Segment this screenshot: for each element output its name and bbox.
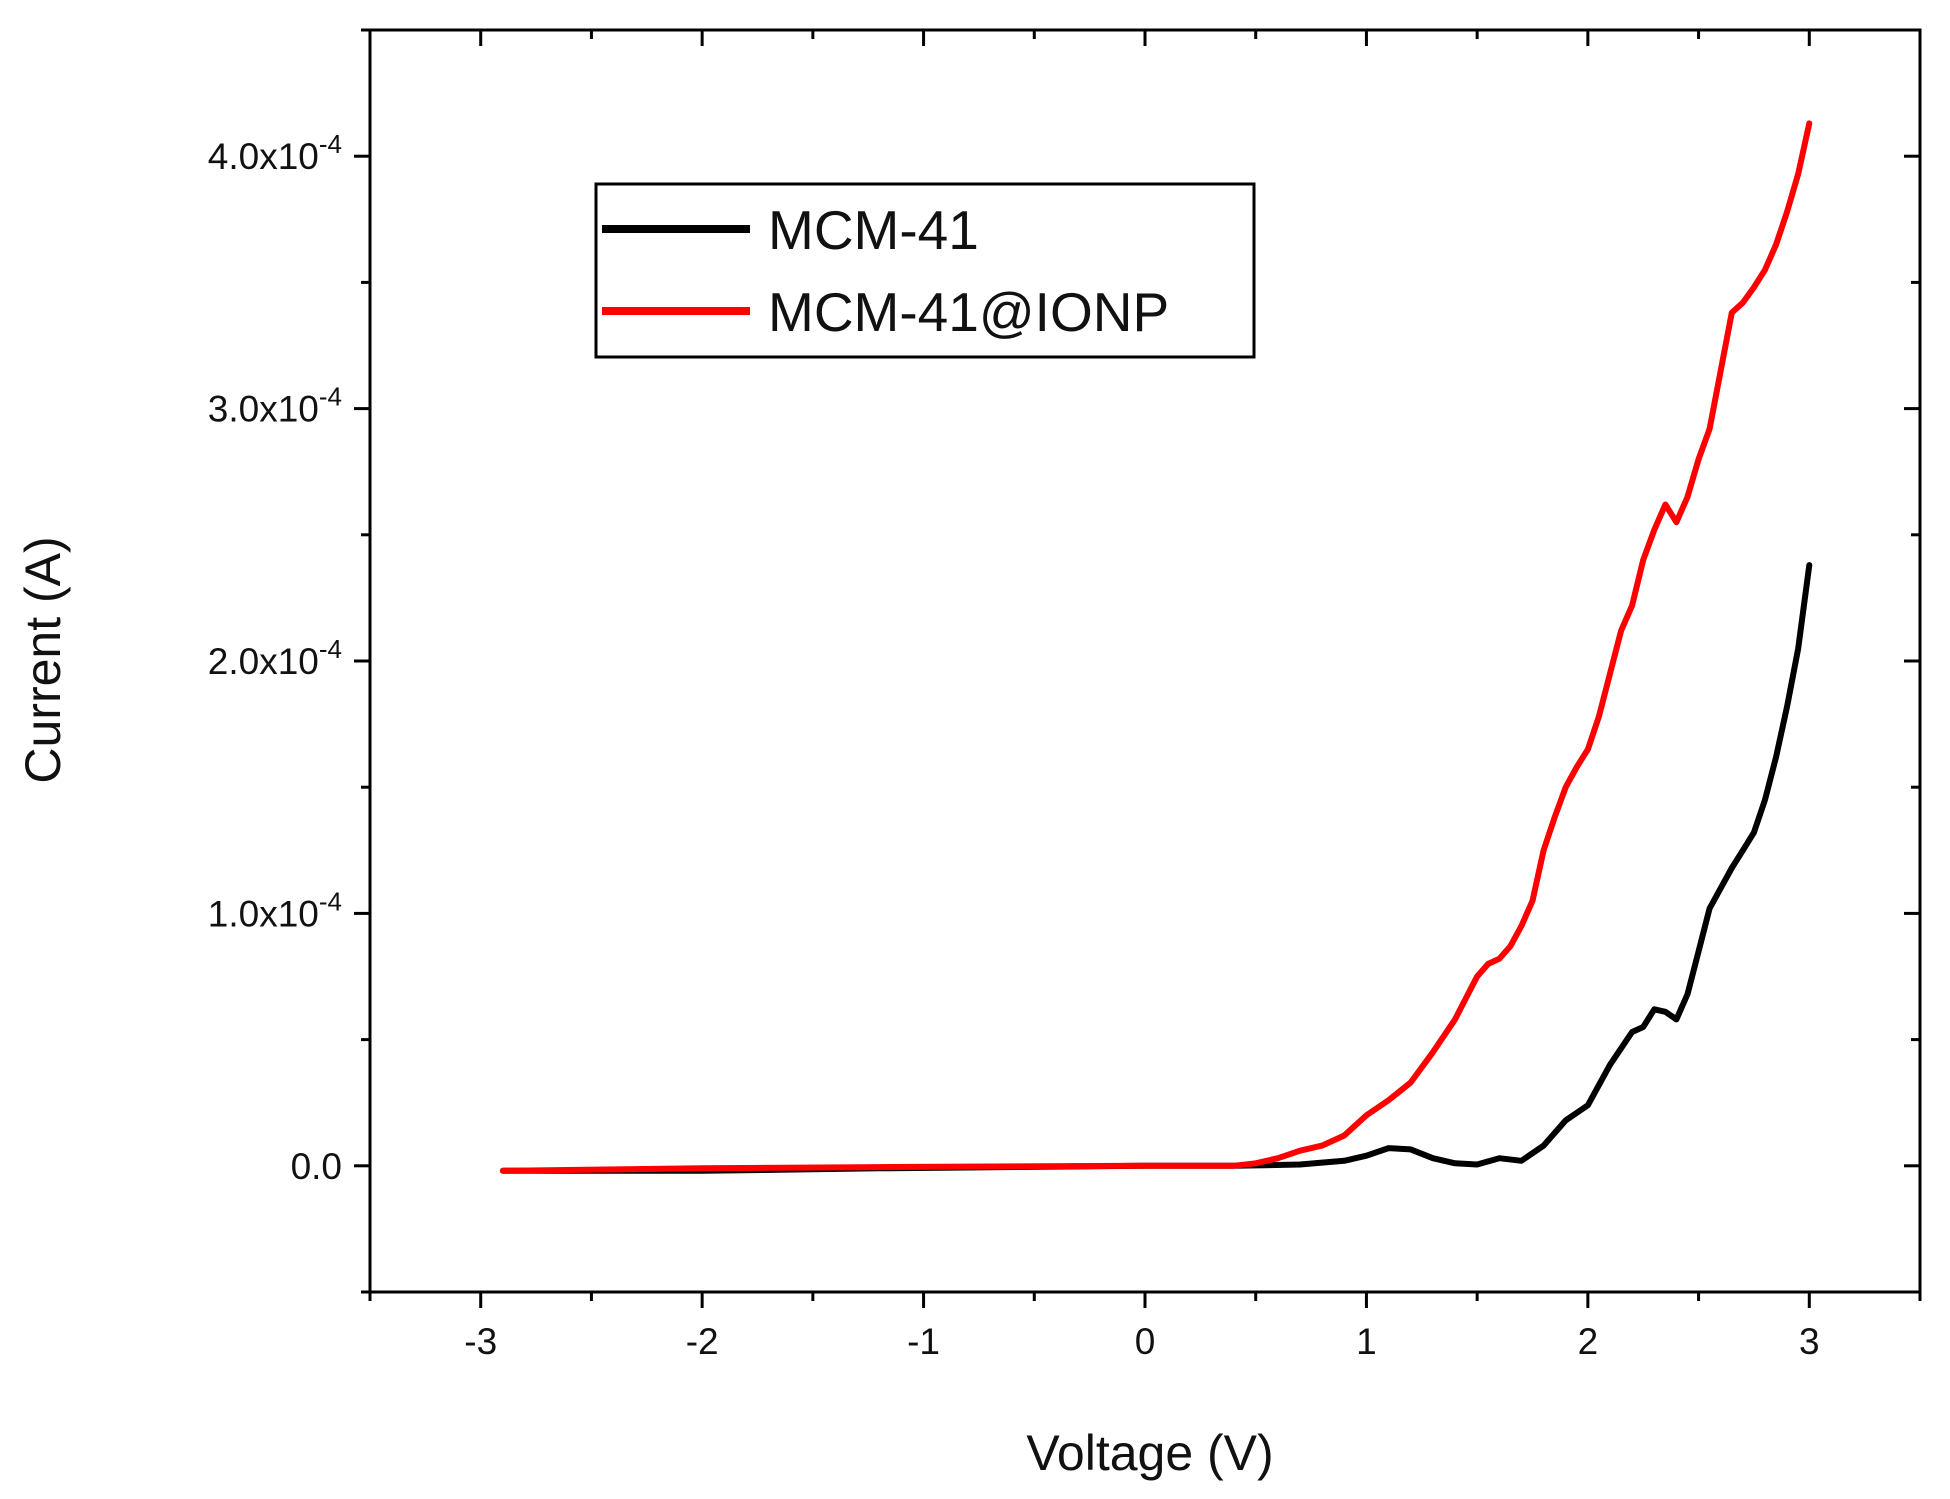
- y-axis-title: Current (A): [15, 536, 71, 783]
- legend: MCM-41 MCM-41@IONP: [594, 182, 1256, 359]
- series-line-mcm-41: [499, 562, 1813, 1174]
- series-line-mcm-41-ionp: [499, 120, 1813, 1174]
- legend-box: [594, 182, 1256, 359]
- x-tick-label: 1: [1356, 1321, 1377, 1362]
- x-tick-label: 3: [1799, 1321, 1820, 1362]
- legend-label-mcm-41-ionp: MCM-41@IONP: [768, 281, 1169, 343]
- y-tick-label: 2.0x10-4: [208, 634, 342, 682]
- plot-area: [499, 120, 1813, 1174]
- x-tick-label: 2: [1578, 1321, 1599, 1362]
- axes: -3 -2 -1 0 1 2 3 0.0 1.0x10-4 2.0x10-4 3.0x10-4 4.0…: [208, 28, 1922, 1362]
- x-axis-title: Voltage (V): [1026, 1425, 1273, 1481]
- x-tick-label: -1: [907, 1321, 940, 1362]
- y-tick-label: 4.0x10-4: [208, 129, 342, 177]
- x-tick-label: 0: [1135, 1321, 1156, 1362]
- x-tick-label: -2: [686, 1321, 719, 1362]
- y-tick-label: 1.0x10-4: [208, 886, 342, 934]
- x-tick-label: -3: [464, 1321, 497, 1362]
- y-tick-label: 3.0x10-4: [208, 382, 342, 430]
- y-tick-label: 0.0: [291, 1146, 342, 1187]
- legend-label-mcm-41: MCM-41: [768, 199, 979, 261]
